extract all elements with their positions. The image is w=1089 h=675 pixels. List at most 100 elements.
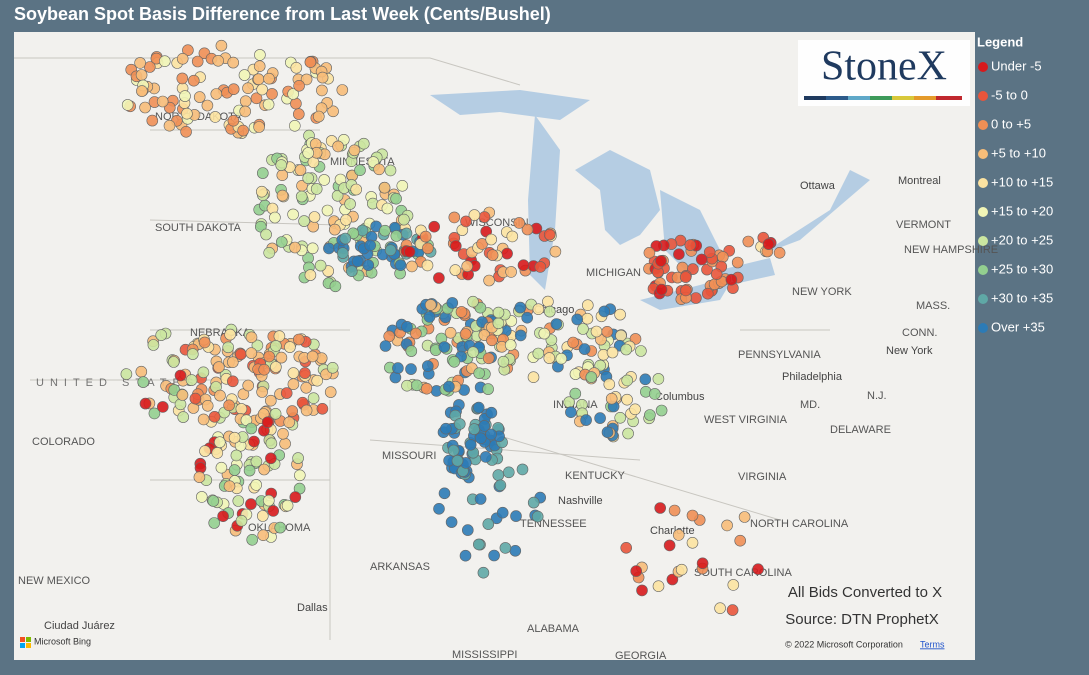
bid-dot — [295, 190, 308, 203]
terms-link[interactable]: Terms — [920, 639, 945, 649]
bid-dot — [622, 427, 634, 440]
bid-dot — [571, 313, 584, 326]
bid-dot — [580, 414, 592, 426]
bid-dot — [209, 111, 221, 123]
legend-label: 0 to +5 — [991, 116, 1031, 131]
bid-dot — [517, 259, 530, 272]
bid-dot — [312, 110, 325, 123]
bid-dot — [227, 83, 240, 95]
bid-dot — [727, 579, 740, 591]
place-label: GEORGIA — [615, 650, 667, 662]
bid-dot — [327, 105, 339, 118]
bid-dot — [254, 49, 266, 61]
bid-dot — [448, 355, 461, 368]
bid-dot — [734, 534, 747, 547]
bid-dot — [383, 330, 396, 343]
bid-dot — [306, 350, 319, 363]
legend-label: +5 to +10 — [991, 145, 1046, 160]
legend: Under -5 -5 to 0 0 to +5 +5 to +10 +10 to +1… — [978, 58, 1053, 334]
bid-dot — [193, 91, 206, 103]
bid-dot — [449, 240, 462, 252]
bing-logo: Microsoft Bing — [20, 636, 91, 648]
bid-dot — [516, 463, 529, 476]
place-label: UNITED STATES — [36, 377, 199, 389]
bid-dot — [394, 259, 407, 272]
bid-dot — [731, 256, 744, 269]
bid-dot — [486, 334, 498, 347]
bid-dot — [185, 374, 198, 386]
bid-dot — [585, 371, 598, 383]
bid-dot — [197, 413, 210, 426]
place-label: SOUTH DAKOTA — [155, 222, 242, 234]
note: All Bids Converted to X — [788, 584, 942, 601]
bid-dot — [239, 105, 251, 118]
bid-dot — [598, 305, 611, 318]
legend-label: Over +35 — [991, 319, 1045, 334]
bid-dot — [703, 246, 716, 258]
place-label: SOUTH CAROLINA — [694, 567, 792, 579]
bid-dot — [686, 509, 699, 522]
place-label: MASS. — [916, 300, 950, 312]
bid-dot — [242, 82, 254, 94]
place-label: MISSISSIPPI — [452, 649, 517, 661]
bid-dot — [134, 57, 146, 69]
bid-dot — [527, 496, 540, 509]
title: Soybean Spot Basis Difference from Last … — [14, 4, 551, 24]
bid-dot — [224, 328, 236, 341]
bid-dot — [497, 355, 510, 368]
place-label: MICHIGAN — [586, 267, 641, 279]
bid-dot — [578, 343, 591, 355]
bid-dot — [424, 299, 437, 311]
bid-dot — [179, 90, 191, 102]
bid-dot — [300, 404, 313, 417]
bid-dot — [250, 455, 263, 468]
bid-dot — [621, 374, 634, 387]
legend-swatch — [978, 265, 988, 275]
bid-dot — [401, 320, 413, 333]
bid-dot — [176, 72, 189, 85]
bid-dot — [510, 510, 522, 522]
place-label: KENTUCKY — [565, 470, 626, 482]
bid-dot — [629, 403, 641, 416]
bid-dot — [176, 389, 189, 401]
bid-dot — [762, 238, 775, 250]
bid-dot — [228, 431, 241, 444]
bid-dot — [655, 255, 667, 267]
bid-dot — [666, 573, 679, 586]
bid-dot — [239, 95, 252, 107]
bid-dot — [208, 410, 221, 423]
bid-dot — [505, 266, 517, 278]
bing-text: Microsoft Bing — [34, 636, 91, 646]
bid-dot — [223, 480, 236, 493]
bid-dot — [668, 504, 681, 517]
place-label: Columbus — [655, 391, 705, 403]
legend-swatch — [978, 294, 988, 304]
bid-dot — [472, 538, 485, 551]
bid-dot — [451, 454, 464, 467]
bid-dot — [438, 341, 451, 353]
bid-dot — [531, 510, 544, 523]
place-label: COLORADO — [32, 436, 95, 448]
bid-dot — [187, 348, 199, 360]
bid-dot — [472, 401, 485, 414]
bid-dot — [253, 121, 265, 133]
bid-dot — [310, 183, 323, 195]
bid-dot — [267, 505, 280, 517]
bid-dot — [275, 351, 288, 364]
bid-dot — [474, 432, 487, 445]
bid-dot — [614, 308, 626, 321]
bid-dot — [521, 223, 534, 236]
bid-dot — [176, 52, 189, 65]
bid-dot — [569, 387, 582, 400]
bid-dot — [265, 437, 278, 450]
bid-dot — [521, 311, 534, 324]
bid-dot — [177, 411, 189, 423]
bid-dot — [250, 92, 263, 105]
bid-dot — [215, 39, 228, 52]
place-label: Nashville — [558, 495, 603, 507]
bid-dot — [222, 341, 234, 354]
bid-dot — [488, 549, 500, 562]
bid-dot — [752, 563, 764, 576]
bid-dot — [248, 435, 260, 448]
bid-dot — [714, 602, 726, 615]
